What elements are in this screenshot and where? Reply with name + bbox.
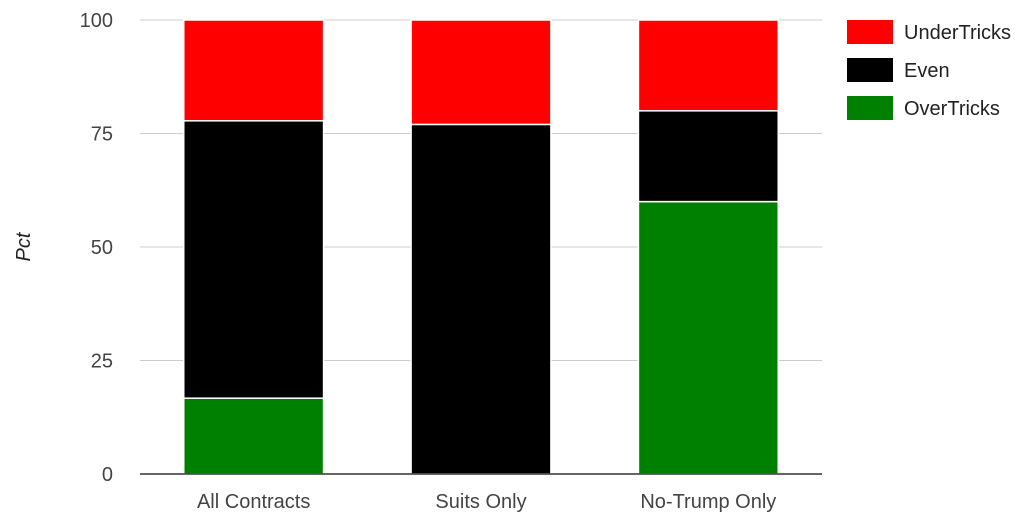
bar-segment-overtricks bbox=[637, 200, 779, 475]
bar-segment-undertricks bbox=[637, 19, 779, 112]
legend-label-undertricks: UnderTricks bbox=[904, 22, 1011, 44]
bars bbox=[183, 19, 779, 475]
y-tick-label: 25 bbox=[91, 351, 113, 373]
bar-segment-undertricks bbox=[183, 19, 325, 122]
bar-segment-undertricks bbox=[410, 19, 552, 126]
bar-segment-overtricks bbox=[183, 397, 325, 475]
y-tick-label: 75 bbox=[91, 124, 113, 146]
legend-label-even: Even bbox=[904, 60, 950, 82]
legend-swatch-even bbox=[847, 58, 893, 82]
y-tick-label: 0 bbox=[102, 464, 113, 486]
bar-segment-even bbox=[637, 110, 779, 203]
bar-segment-even bbox=[410, 123, 552, 475]
x-tick-label: No-Trump Only bbox=[640, 491, 776, 513]
x-axis-ticks: All Contracts Suits Only No-Trump Only bbox=[197, 491, 776, 513]
bar-segment-even bbox=[183, 120, 325, 399]
legend-swatch-undertricks bbox=[847, 20, 893, 44]
y-tick-label: 50 bbox=[91, 237, 113, 259]
y-axis-label: Pct bbox=[13, 231, 35, 261]
legend: UnderTricks Even OverTricks bbox=[847, 20, 1011, 120]
y-axis-ticks: 0 25 50 75 100 bbox=[80, 10, 113, 486]
y-tick-label: 100 bbox=[80, 10, 113, 32]
x-tick-label: All Contracts bbox=[197, 491, 310, 513]
legend-swatch-overtricks bbox=[847, 96, 893, 120]
legend-label-overtricks: OverTricks bbox=[904, 98, 1000, 120]
x-tick-label: Suits Only bbox=[435, 491, 526, 513]
